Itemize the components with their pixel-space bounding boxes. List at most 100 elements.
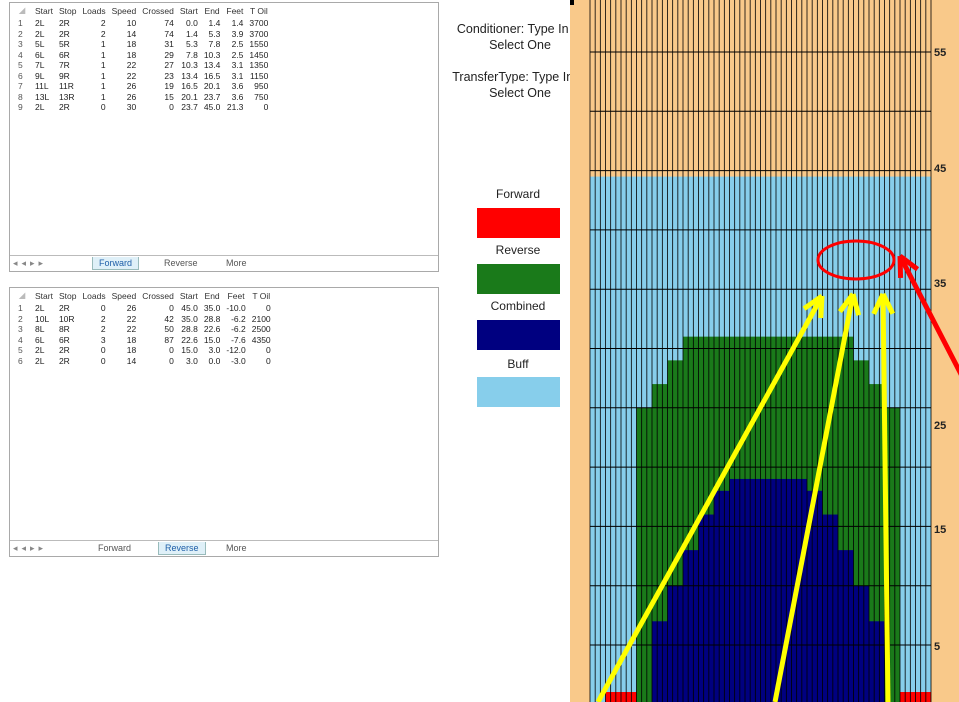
col-header[interactable]: Start <box>35 5 53 16</box>
table-cell[interactable]: 2R <box>58 18 70 28</box>
table-cell[interactable]: 20.1 <box>181 91 198 102</box>
col-header[interactable]: Crossed <box>142 290 174 301</box>
table-cell[interactable]: 1550 <box>249 39 269 49</box>
row-number[interactable]: 4 <box>18 49 23 60</box>
table-cell[interactable]: 45.0 <box>181 303 198 313</box>
table-cell[interactable]: 9R <box>58 70 70 81</box>
col-header[interactable]: End <box>204 5 220 16</box>
table-cell[interactable]: 0 <box>169 102 174 112</box>
table-cell[interactable]: 1450 <box>249 49 269 60</box>
table-cell[interactable]: -3.0 <box>231 355 246 366</box>
table-cell[interactable]: 45.0 <box>203 102 221 112</box>
table-cell[interactable]: 16.5 <box>181 81 198 91</box>
table-cell[interactable]: 1 <box>100 70 106 81</box>
table-cell[interactable]: 1150 <box>250 70 269 81</box>
table-cell[interactable]: 11R <box>58 81 74 91</box>
col-header[interactable]: Crossed <box>142 5 174 16</box>
table-cell[interactable]: 2L <box>35 355 45 366</box>
table-cell[interactable]: 6R <box>58 334 70 345</box>
table-cell[interactable]: 3.6 <box>231 91 244 102</box>
col-header[interactable]: Feet <box>227 290 245 301</box>
table-cell[interactable]: 30 <box>126 102 137 112</box>
tab-more[interactable]: More <box>226 258 247 268</box>
tab-reverse[interactable]: Reverse <box>164 258 198 268</box>
table-cell[interactable]: 0 <box>169 303 174 313</box>
table-cell[interactable]: 22 <box>126 70 137 81</box>
table-cell[interactable]: 29 <box>164 49 174 60</box>
table-cell[interactable]: 6L <box>35 334 45 345</box>
table-cell[interactable]: 28.8 <box>181 324 198 334</box>
table-cell[interactable]: 0 <box>263 102 269 112</box>
table-cell[interactable]: 5.3 <box>186 39 198 49</box>
table-cell[interactable]: 22 <box>126 324 137 334</box>
table-cell[interactable]: 3.0 <box>186 355 198 366</box>
row-number[interactable]: 7 <box>18 81 23 91</box>
table-cell[interactable]: 35.0 <box>181 313 198 324</box>
table-cell[interactable]: 3.1 <box>231 60 244 70</box>
table-cell[interactable]: 2R <box>58 28 70 39</box>
tab-forward[interactable]: Forward <box>98 543 132 553</box>
table-cell[interactable]: 0 <box>100 355 106 366</box>
table-cell[interactable]: 5L <box>35 39 45 49</box>
table-cell[interactable]: 5.3 <box>208 28 221 39</box>
col-header[interactable]: End <box>204 290 220 301</box>
table-cell[interactable]: 14 <box>126 28 137 39</box>
table-cell[interactable]: 11L <box>35 81 49 91</box>
table-cell[interactable]: 22 <box>126 60 137 70</box>
table-cell[interactable]: 13L <box>35 91 50 102</box>
col-header[interactable]: Speed <box>111 5 137 16</box>
select-all-corner[interactable]: ◢ <box>18 290 26 300</box>
table-cell[interactable]: 23 <box>164 70 174 81</box>
transfer-type-select[interactable]: TransferType: Type In or Select One <box>452 70 588 100</box>
table-cell[interactable]: 22 <box>126 313 137 324</box>
tab-reverse[interactable]: Reverse <box>158 542 206 555</box>
table-cell[interactable]: 13.4 <box>203 60 221 70</box>
table-cell[interactable]: 7.8 <box>208 39 221 49</box>
table-cell[interactable]: 2L <box>35 18 45 28</box>
table-cell[interactable]: 19 <box>164 81 174 91</box>
table-cell[interactable]: 23.7 <box>181 102 198 112</box>
table-cell[interactable]: 15 <box>164 91 174 102</box>
table-cell[interactable]: 7L <box>35 60 45 70</box>
table-cell[interactable]: 2500 <box>251 324 271 334</box>
table-cell[interactable]: 1.4 <box>208 18 221 28</box>
table-cell[interactable]: 2.5 <box>231 39 244 49</box>
table-cell[interactable]: 3 <box>100 334 106 345</box>
table-cell[interactable]: 3700 <box>249 28 269 39</box>
table-cell[interactable]: 2R <box>58 355 70 366</box>
table-cell[interactable]: 3700 <box>249 18 269 28</box>
table-cell[interactable]: 3.6 <box>231 81 244 91</box>
table-cell[interactable]: 0 <box>100 345 106 355</box>
col-header[interactable]: Start <box>179 5 198 16</box>
sheet-nav-arrows[interactable]: ◂◂▸▸ <box>13 543 48 553</box>
table-cell[interactable]: 22.6 <box>181 334 198 345</box>
tab-more[interactable]: More <box>226 543 247 553</box>
table-cell[interactable]: 2.5 <box>231 49 244 60</box>
tab-forward[interactable]: Forward <box>92 257 140 270</box>
sheet-nav-arrows[interactable]: ◂◂▸▸ <box>13 258 48 268</box>
table-cell[interactable]: 28.8 <box>203 313 221 324</box>
table-cell[interactable]: 2 <box>100 324 106 334</box>
table-cell[interactable]: 6L <box>35 49 45 60</box>
table-cell[interactable]: 7R <box>58 60 70 70</box>
table-cell[interactable]: 18 <box>126 345 137 355</box>
row-number[interactable]: 1 <box>18 18 23 28</box>
table-cell[interactable]: 0 <box>265 345 271 355</box>
row-number[interactable]: 6 <box>18 355 23 366</box>
table-cell[interactable]: 0 <box>100 102 106 112</box>
table-cell[interactable]: 1 <box>100 39 106 49</box>
row-number[interactable]: 3 <box>18 324 23 334</box>
table-cell[interactable]: 2R <box>58 345 70 355</box>
row-number[interactable]: 5 <box>18 345 23 355</box>
table-cell[interactable]: 13R <box>58 91 75 102</box>
table-cell[interactable]: 18 <box>126 49 137 60</box>
table-cell[interactable]: 8L <box>35 324 45 334</box>
table-cell[interactable]: 2 <box>100 313 106 324</box>
row-number[interactable]: 2 <box>18 313 23 324</box>
table-cell[interactable]: 0.0 <box>208 355 221 366</box>
table-cell[interactable]: 2R <box>58 102 70 112</box>
col-header[interactable]: Start <box>35 290 53 301</box>
table-cell[interactable]: 10.3 <box>181 60 198 70</box>
table-cell[interactable]: 18 <box>126 39 137 49</box>
table-cell[interactable]: 14 <box>126 355 137 366</box>
